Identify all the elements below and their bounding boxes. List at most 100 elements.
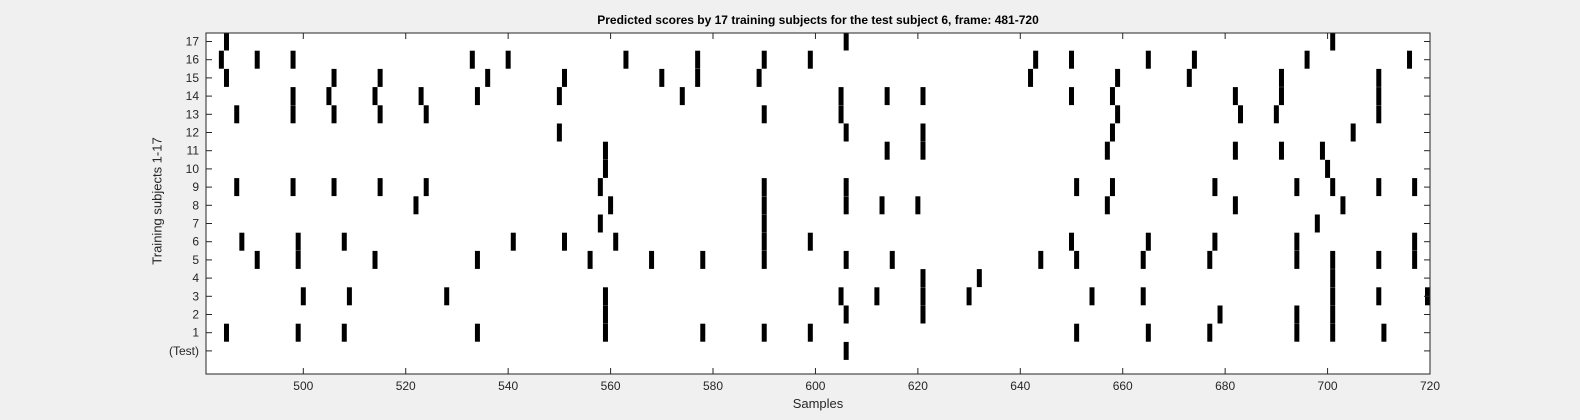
data-marker [1115, 105, 1121, 124]
data-marker [597, 178, 603, 197]
data-marker [920, 141, 926, 160]
data-marker [290, 178, 296, 197]
data-marker [920, 287, 926, 306]
data-marker [223, 323, 229, 342]
data-marker [1294, 323, 1300, 342]
data-marker [659, 68, 665, 87]
data-marker [223, 32, 229, 51]
data-marker [807, 323, 813, 342]
data-marker [234, 178, 240, 197]
data-marker [218, 50, 224, 69]
y-tick-label: 16 [186, 53, 200, 67]
x-tick-label: 720 [1420, 379, 1440, 393]
data-marker [1330, 305, 1336, 324]
data-marker [300, 287, 306, 306]
data-marker [1038, 250, 1044, 269]
data-marker [761, 50, 767, 69]
y-tick-label: 6 [192, 235, 199, 249]
data-marker [372, 250, 378, 269]
data-marker [1350, 123, 1356, 142]
data-marker [1074, 250, 1080, 269]
data-marker [843, 250, 849, 269]
data-marker [966, 287, 972, 306]
data-marker [1186, 68, 1192, 87]
data-marker [1407, 50, 1413, 69]
data-marker [920, 269, 926, 288]
x-tick-label: 620 [908, 379, 928, 393]
data-marker [843, 305, 849, 324]
data-marker [1069, 87, 1075, 106]
data-marker [1304, 50, 1310, 69]
data-marker [413, 196, 419, 215]
data-marker [1319, 141, 1325, 160]
data-marker [444, 287, 450, 306]
data-marker [838, 287, 844, 306]
data-marker [1294, 305, 1300, 324]
data-marker [602, 287, 608, 306]
data-marker [602, 159, 608, 178]
data-marker [623, 50, 629, 69]
data-marker [561, 232, 567, 251]
y-tick-label: 8 [192, 198, 199, 212]
data-marker [295, 232, 301, 251]
data-marker [889, 250, 895, 269]
data-marker [1376, 250, 1382, 269]
data-marker [423, 105, 429, 124]
data-marker [474, 87, 480, 106]
x-tick-label: 660 [1113, 379, 1133, 393]
data-marker [1294, 250, 1300, 269]
data-marker [756, 68, 762, 87]
data-marker [254, 50, 260, 69]
y-tick-label: 17 [186, 35, 200, 49]
y-tick-label: 2 [192, 308, 199, 322]
data-marker [602, 305, 608, 324]
data-marker [884, 87, 890, 106]
data-marker [295, 323, 301, 342]
data-marker [1330, 178, 1336, 197]
data-marker [423, 178, 429, 197]
y-tick-label: 13 [186, 107, 200, 121]
data-marker [1294, 232, 1300, 251]
data-marker [505, 50, 511, 69]
data-marker [1314, 214, 1320, 233]
data-marker [331, 178, 337, 197]
data-marker [920, 123, 926, 142]
data-marker [561, 68, 567, 87]
data-marker [1207, 250, 1213, 269]
data-marker [1140, 287, 1146, 306]
x-tick-label: 680 [1215, 379, 1235, 393]
data-marker [1074, 323, 1080, 342]
plot-area [206, 33, 1430, 374]
data-marker [1278, 87, 1284, 106]
plot-frame [205, 32, 1431, 375]
x-tick-label: 600 [805, 379, 825, 393]
data-marker [1109, 178, 1115, 197]
data-marker [474, 323, 480, 342]
data-marker [1028, 68, 1034, 87]
data-marker [1145, 50, 1151, 69]
data-marker [1033, 50, 1039, 69]
data-marker [1069, 50, 1075, 69]
data-marker [838, 105, 844, 124]
y-tick-label: 10 [186, 162, 200, 176]
data-marker [1381, 323, 1387, 342]
data-marker [1238, 105, 1244, 124]
data-marker [761, 105, 767, 124]
y-tick-label: 14 [186, 89, 200, 103]
data-marker [761, 250, 767, 269]
data-marker [1330, 269, 1336, 288]
data-marker [1115, 68, 1121, 87]
data-marker [1278, 68, 1284, 87]
data-marker [843, 196, 849, 215]
data-marker [1217, 305, 1223, 324]
data-marker [761, 232, 767, 251]
data-marker [341, 232, 347, 251]
data-marker [679, 87, 685, 106]
data-marker [1207, 323, 1213, 342]
data-marker [761, 178, 767, 197]
y-tick-label: 11 [187, 144, 200, 158]
data-marker [556, 87, 562, 106]
data-marker [608, 196, 614, 215]
data-marker [1104, 196, 1110, 215]
data-marker [290, 105, 296, 124]
